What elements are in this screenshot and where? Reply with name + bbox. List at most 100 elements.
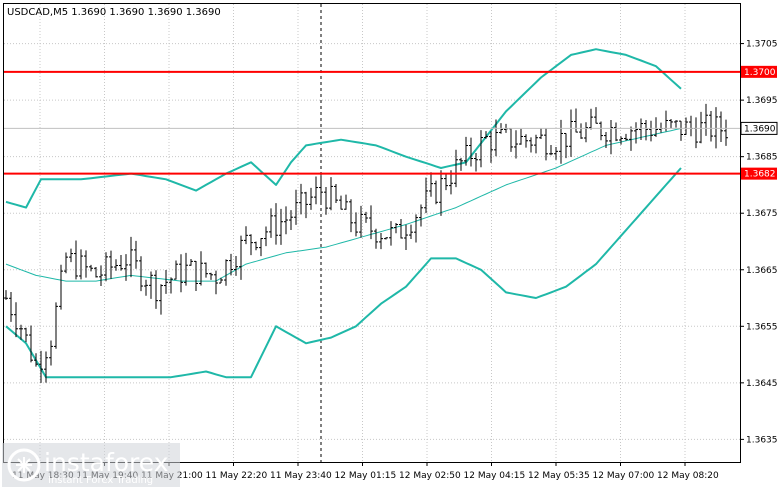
level-badge (741, 65, 777, 78)
candle (104, 252, 108, 282)
candle (684, 117, 688, 136)
candle (704, 103, 708, 136)
candle (589, 108, 593, 130)
candle (254, 241, 258, 251)
candle (539, 128, 543, 140)
candle (194, 260, 198, 292)
candle (309, 187, 313, 210)
y-axis: 1.3705 1.3695 1.3685 1.3675 1.3665 1.3655 1.36… (740, 40, 778, 445)
candle (644, 119, 648, 141)
candle (129, 236, 133, 278)
bollinger-upper-line (5, 48, 682, 209)
candle (434, 180, 438, 205)
candle (314, 176, 318, 205)
candle (379, 232, 383, 250)
candle (14, 302, 18, 338)
candle (484, 131, 488, 139)
candle (189, 258, 193, 266)
candle (184, 252, 188, 286)
candle (534, 134, 538, 154)
candle (399, 218, 403, 239)
candle (209, 272, 213, 280)
y-tick-label: 1.3635 (746, 435, 778, 445)
candle (4, 290, 8, 300)
candle (554, 147, 558, 160)
candle (559, 119, 563, 164)
candle (524, 134, 528, 148)
candle (19, 324, 23, 340)
candle (384, 237, 388, 240)
level-label: 1.3682 (744, 170, 776, 180)
candle (474, 152, 478, 172)
candle (714, 107, 718, 149)
candle (139, 256, 143, 292)
candle (594, 107, 598, 124)
x-tick-label: 12 May 05:35 (528, 471, 590, 481)
candle (709, 110, 713, 142)
candle (134, 240, 138, 269)
candle (329, 177, 333, 211)
candle (164, 269, 168, 294)
candle (639, 118, 643, 140)
candle (564, 132, 568, 159)
candle (84, 250, 88, 278)
candle (344, 194, 348, 210)
chart-title: USDCAD,M5 1.3690 1.3690 1.3690 1.3690 (7, 7, 221, 18)
candle (649, 120, 653, 142)
candle (439, 170, 443, 216)
candle (249, 234, 253, 256)
candle (224, 259, 228, 286)
instaforex-logo: instaforex Instant Forex Trading (2, 443, 180, 487)
y-tick-label: 1.3655 (746, 322, 778, 332)
candle (49, 340, 53, 366)
candle (74, 240, 78, 280)
candle (29, 325, 33, 363)
candle (264, 226, 268, 247)
candle (409, 224, 413, 240)
candle (374, 228, 378, 249)
candle (339, 195, 343, 210)
candle (454, 149, 458, 188)
candle (679, 120, 683, 141)
bollinger-middle-line (5, 127, 682, 282)
candle (269, 208, 273, 238)
y-tick-label: 1.3705 (746, 40, 778, 50)
candle (34, 353, 38, 367)
candle (389, 221, 393, 246)
level-label: 1.3700 (744, 68, 776, 78)
y-tick-label: 1.3695 (746, 96, 778, 106)
candle (464, 136, 468, 166)
candle (514, 130, 518, 159)
candle (79, 249, 83, 280)
candle (429, 172, 433, 197)
candle (159, 284, 163, 315)
candle (394, 223, 398, 234)
candle (44, 351, 48, 383)
candle (669, 119, 673, 129)
x-tick-label: 12 May 01:15 (335, 471, 397, 481)
candle (424, 177, 428, 214)
current-price-label: 1.3690 (744, 124, 776, 134)
candle (89, 264, 93, 272)
y-tick-label: 1.3675 (746, 209, 778, 219)
candle (719, 111, 723, 142)
logo-name: instaforex (44, 448, 169, 477)
candle (629, 126, 633, 151)
candle (244, 226, 248, 245)
logo-tagline: Instant Forex Trading (48, 475, 153, 486)
plot-area (3, 3, 741, 463)
candle (459, 157, 463, 171)
candle (469, 137, 473, 167)
candle (64, 252, 68, 274)
candle (479, 130, 483, 168)
x-tick-label: 11 May 23:40 (270, 471, 332, 481)
candle (319, 175, 323, 203)
x-tick-label: 12 May 08:20 (657, 471, 719, 481)
candle (569, 109, 573, 157)
candle (364, 211, 368, 223)
candle (24, 327, 28, 343)
candle (304, 191, 308, 219)
candle (369, 205, 373, 240)
candle (294, 189, 298, 225)
candle (519, 128, 523, 145)
